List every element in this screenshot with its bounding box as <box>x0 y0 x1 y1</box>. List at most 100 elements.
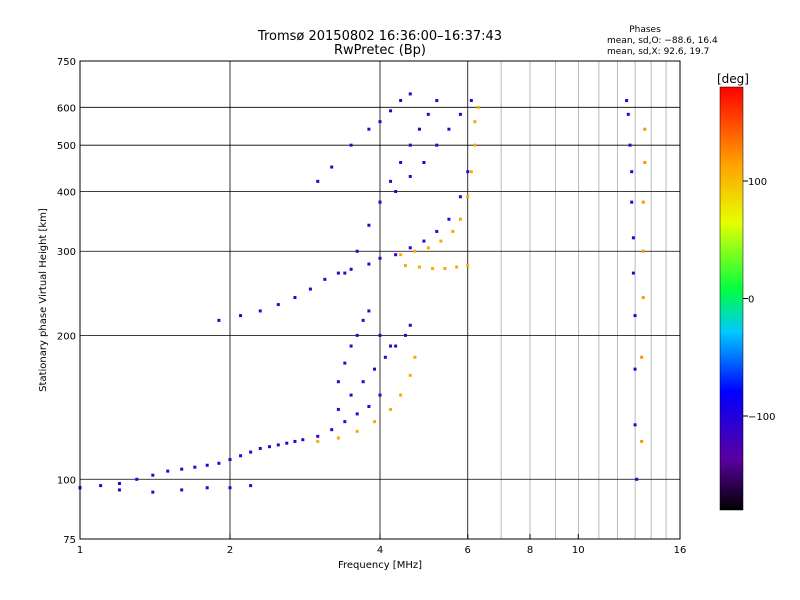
data-point <box>166 469 170 473</box>
data-point <box>641 200 645 204</box>
data-point <box>355 429 359 433</box>
trace <box>378 99 473 204</box>
data-point <box>316 434 320 438</box>
data-point <box>378 393 382 397</box>
data-point <box>469 99 473 103</box>
data-point <box>308 287 312 291</box>
data-point <box>458 112 462 116</box>
data-point <box>258 446 262 450</box>
data-point <box>301 438 305 442</box>
data-point <box>258 309 262 313</box>
data-point <box>316 439 320 443</box>
data-point <box>633 367 637 371</box>
data-point <box>455 265 459 269</box>
data-point <box>205 463 209 467</box>
data-point <box>426 112 430 116</box>
x-tick-label: 4 <box>377 545 383 556</box>
y-tick-label: 200 <box>57 331 76 342</box>
x-axis: 1 2 4 6 8 10 16 <box>77 534 687 556</box>
data-point <box>451 229 455 233</box>
trace <box>217 170 470 322</box>
data-point <box>417 265 421 269</box>
y-tick-label: 300 <box>57 247 76 258</box>
data-point <box>367 127 371 131</box>
data-point <box>473 120 477 124</box>
data-point <box>367 223 371 227</box>
data-point <box>635 477 639 481</box>
data-point <box>373 420 377 424</box>
data-point <box>476 105 480 109</box>
trace <box>640 127 647 443</box>
data-point <box>408 373 412 377</box>
data-point <box>413 355 417 359</box>
data-point <box>349 143 353 147</box>
x-tick-label: 1 <box>77 545 83 556</box>
data-point <box>151 490 155 494</box>
data-point <box>435 229 439 233</box>
data-point <box>443 267 447 271</box>
data-point <box>383 355 387 359</box>
data-point <box>633 314 637 318</box>
data-point <box>426 246 430 250</box>
y-tick-label: 600 <box>57 103 76 114</box>
data-point <box>316 179 320 183</box>
y-axis: 75 100 200 300 400 500 600 750 <box>57 57 76 546</box>
colorbar-label: [deg] <box>717 72 749 86</box>
x-tick-label: 8 <box>527 545 533 556</box>
data-point <box>389 109 393 113</box>
data-point <box>180 488 184 492</box>
data-point <box>625 99 629 103</box>
data-point <box>633 423 637 427</box>
data-point <box>378 333 382 337</box>
trace <box>336 323 412 411</box>
data-point <box>466 170 470 174</box>
data-point <box>336 271 340 275</box>
data-point <box>217 318 221 322</box>
data-point <box>378 256 382 260</box>
data-point <box>630 170 634 174</box>
data-point <box>394 253 398 257</box>
data-point <box>435 99 439 103</box>
data-point <box>336 407 340 411</box>
data-points <box>78 92 647 494</box>
data-point <box>276 303 280 307</box>
data-point <box>336 380 340 384</box>
data-point <box>117 481 121 485</box>
data-point <box>285 441 289 445</box>
data-point <box>228 457 232 461</box>
data-point <box>205 486 209 490</box>
x-tick-label: 16 <box>674 545 687 556</box>
grid <box>80 61 680 539</box>
data-point <box>403 333 407 337</box>
trace <box>336 309 393 384</box>
data-point <box>408 174 412 178</box>
data-point <box>408 246 412 250</box>
colorbar-gradient <box>719 86 744 511</box>
data-point <box>367 404 371 408</box>
colorbar-tick-label: 100 <box>748 177 767 188</box>
data-point <box>336 436 340 440</box>
data-point <box>408 143 412 147</box>
y-tick-label: 75 <box>63 535 76 546</box>
data-point <box>640 355 644 359</box>
data-point <box>330 165 334 169</box>
data-point <box>447 127 451 131</box>
data-point <box>276 443 280 447</box>
data-point <box>355 412 359 416</box>
phase-o-line: mean, sd,O: −88.6, 16.4 <box>607 36 718 46</box>
data-point <box>458 195 462 199</box>
data-point <box>389 344 393 348</box>
data-point <box>239 314 243 318</box>
colorbar-tick-label: −100 <box>748 412 775 423</box>
data-point <box>378 120 382 124</box>
data-point <box>239 454 243 458</box>
data-point <box>343 271 347 275</box>
data-point <box>473 143 477 147</box>
data-point <box>431 267 435 271</box>
data-point <box>631 236 635 240</box>
colorbar: [deg] 100 0 −100 <box>717 72 775 511</box>
data-point <box>228 486 232 490</box>
data-point <box>293 439 297 443</box>
trace <box>343 99 439 275</box>
